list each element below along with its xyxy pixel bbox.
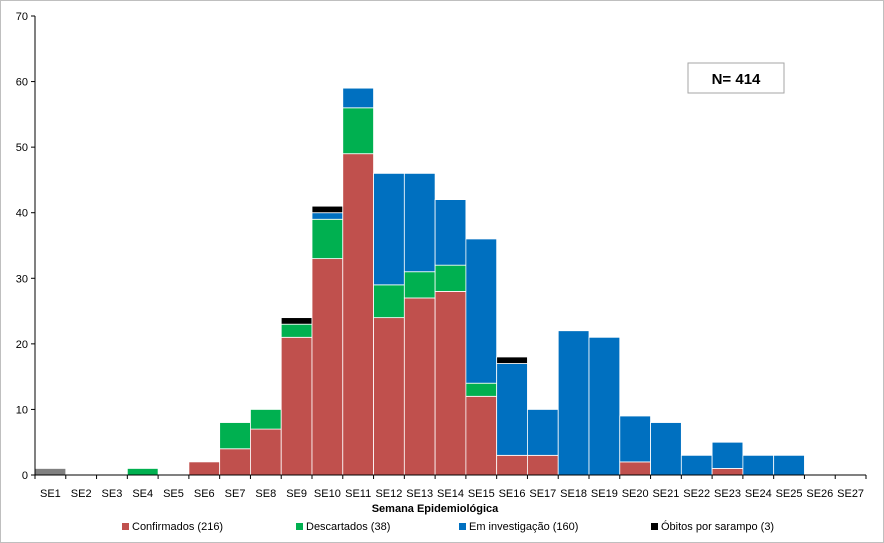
bar-se16-series-3: [496, 356, 528, 364]
y-tick-label: 40: [16, 208, 28, 220]
bar-se13-series-1: [403, 271, 436, 299]
bar-se20-series-2: [619, 415, 651, 463]
axes-layer: 0 10 20 30 40 50 60 70 SE1 SE2 SE3 SE4 SE5 SE6 SE7 SE8 S…: [16, 11, 867, 500]
bar-se18-series-2: [557, 330, 590, 476]
bar-se12-series-1: [373, 284, 405, 319]
bar-se12-series-0: [373, 317, 405, 476]
x-tick-label: SE3: [102, 488, 123, 500]
x-tick-label: SE6: [194, 488, 215, 500]
bar-se14-series-1: [434, 264, 467, 292]
bars-layer: [34, 87, 805, 476]
x-tick-label: SE21: [652, 488, 679, 500]
bar-se8-series-1: [250, 409, 282, 430]
x-tick-label: SE9: [286, 488, 307, 500]
x-tick-label: SE11: [345, 488, 371, 500]
bar-se23-series-2: [711, 441, 744, 469]
x-tick-label: SE2: [71, 488, 92, 500]
bar-se13-series-0: [403, 297, 436, 476]
legend-label: Confirmados (216): [132, 521, 223, 533]
bar-se16-series-0: [496, 454, 528, 476]
y-tick-label: 10: [16, 404, 28, 416]
legend-label: Em investigação (160): [469, 521, 578, 533]
bar-se7-series-0: [219, 448, 251, 476]
bar-se11-series-1: [342, 107, 374, 155]
bar-se12-series-2: [373, 172, 405, 286]
bar-se9-series-3: [280, 317, 313, 325]
bar-se13-series-2: [403, 172, 436, 273]
legend-swatch: [296, 523, 303, 530]
x-tick-label: SE20: [622, 488, 649, 500]
legend-swatch: [651, 523, 658, 530]
bar-se10-series-3: [311, 205, 344, 214]
y-tick-label: 30: [16, 273, 28, 285]
x-tick-label: SE25: [776, 488, 803, 500]
y-tick-label: 20: [16, 339, 28, 351]
x-tick-label: SE5: [163, 488, 184, 500]
legend-swatch: [122, 523, 129, 530]
y-tick-label: 70: [16, 11, 28, 23]
bar-se10-series-1: [311, 218, 344, 260]
x-tick-label: SE15: [468, 488, 495, 500]
bar-se17-series-0: [527, 454, 559, 476]
bar-se15-series-1: [465, 382, 498, 397]
y-tick-label: 50: [16, 142, 28, 154]
bar-se9-series-1: [280, 323, 313, 338]
x-tick-label: SE27: [837, 488, 864, 500]
legend-label: Óbitos por sarampo (3): [661, 520, 774, 533]
bar-se17-series-2: [527, 409, 559, 456]
bar-se11-series-0: [342, 153, 374, 476]
x-tick-label: SE24: [745, 488, 772, 500]
x-tick-label: SE18: [560, 488, 587, 500]
bar-se15-series-0: [465, 395, 498, 476]
bar-se21-series-2: [650, 422, 682, 476]
annotation-total: N= 414: [712, 71, 761, 88]
bar-se9-series-0: [280, 336, 313, 476]
x-tick-label: SE8: [255, 488, 276, 500]
x-tick-label: SE22: [683, 488, 710, 500]
x-axis-title: Semana Epidemiológica: [372, 503, 499, 515]
bar-se14-series-2: [434, 199, 467, 266]
x-tick-label: SE4: [132, 488, 153, 500]
bar-se8-series-0: [250, 428, 282, 476]
bar-se24-series-2: [742, 454, 775, 476]
x-tick-label: SE19: [591, 488, 618, 500]
x-tick-label: SE10: [314, 488, 341, 500]
bar-se16-series-2: [496, 363, 528, 456]
annotation-box-border: [687, 62, 785, 94]
legend: Confirmados (216) Descartados (38) Em inve…: [122, 520, 774, 533]
bar-se1-other: [34, 468, 67, 476]
bar-se10-series-2: [311, 212, 344, 220]
x-tick-label: SE23: [714, 488, 741, 500]
bar-se11-series-2: [342, 87, 374, 109]
y-tick-label: 60: [16, 77, 28, 89]
bar-se10-series-0: [311, 258, 344, 476]
y-tick-label: 0: [22, 470, 28, 482]
bar-se20-series-0: [619, 461, 651, 476]
x-tick-label: SE26: [806, 488, 833, 500]
bar-se15-series-2: [465, 238, 498, 384]
bar-se25-series-2: [773, 454, 805, 476]
bar-se6-series-0: [188, 461, 221, 476]
legend-label: Descartados (38): [306, 521, 390, 533]
x-tick-label: SE13: [406, 488, 433, 500]
x-tick-label: SE16: [499, 488, 526, 500]
bar-se22-series-2: [680, 454, 713, 476]
bar-se19-series-2: [588, 336, 621, 476]
x-tick-label: SE7: [225, 488, 246, 500]
legend-swatch: [459, 523, 466, 530]
bar-se4-series-1: [126, 468, 159, 476]
annotation-box: N= 414: [687, 62, 785, 94]
x-tick-label: SE14: [437, 488, 464, 500]
bar-se23-series-0: [711, 468, 744, 476]
x-tick-label: SE12: [375, 488, 402, 500]
bar-se7-series-1: [219, 422, 251, 450]
bar-se14-series-0: [434, 290, 467, 476]
x-tick-label: SE1: [40, 488, 61, 500]
x-tick-label: SE17: [529, 488, 556, 500]
